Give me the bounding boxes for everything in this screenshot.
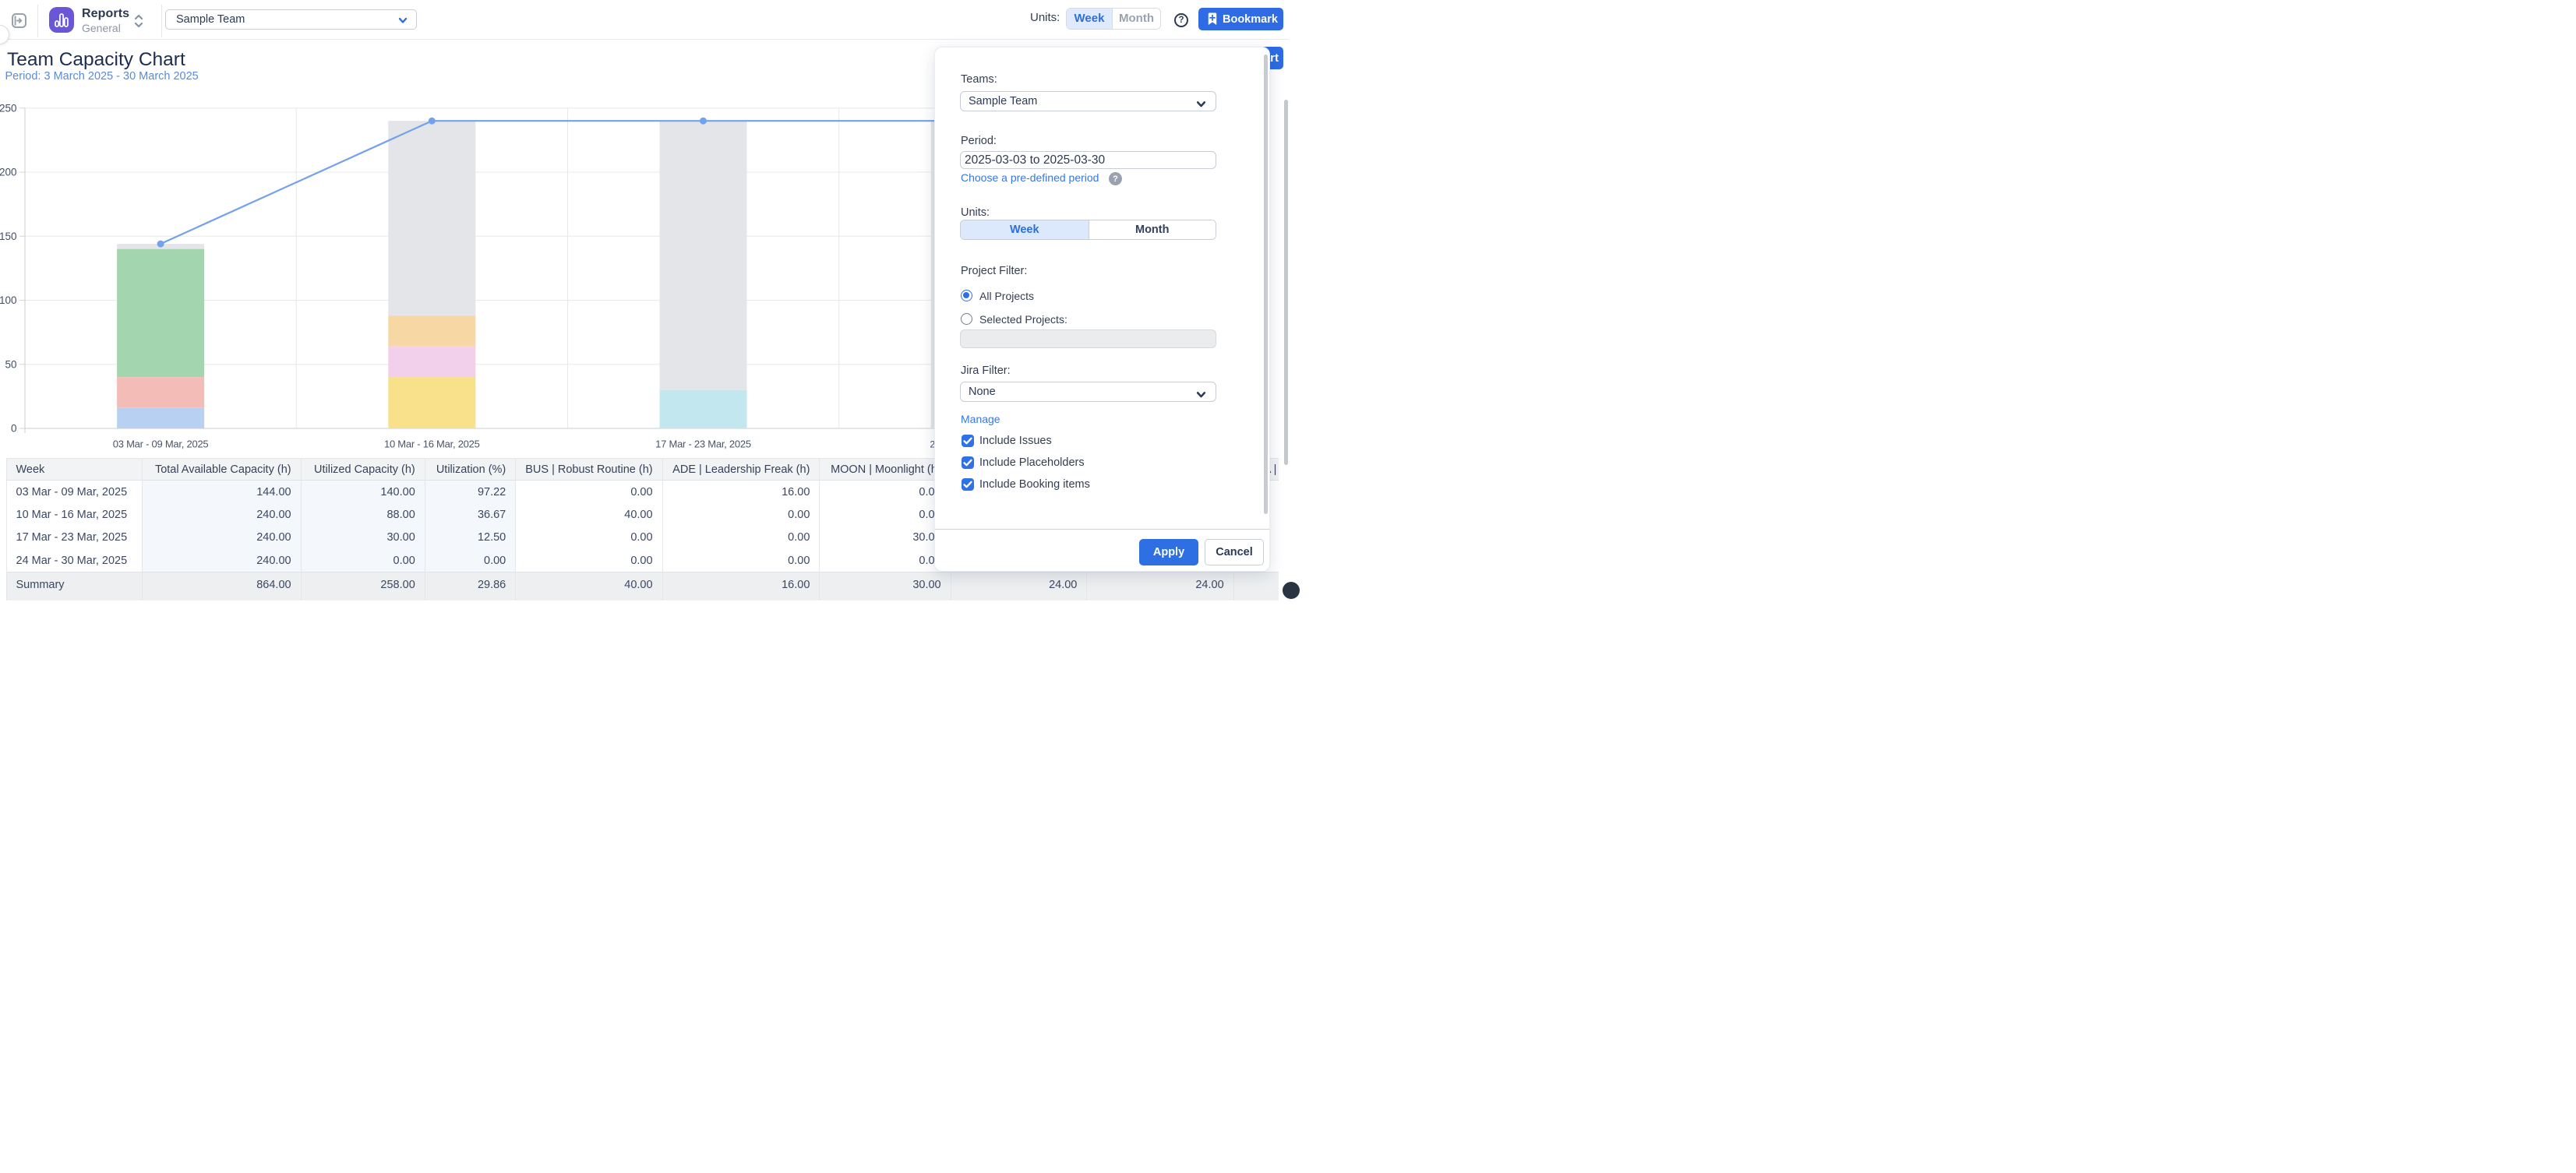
svg-text:17 Mar - 23 Mar, 2025: 17 Mar - 23 Mar, 2025 — [655, 439, 751, 450]
svg-text:250: 250 — [0, 102, 17, 114]
svg-text:03 Mar - 09 Mar, 2025: 03 Mar - 09 Mar, 2025 — [113, 439, 209, 450]
svg-text:10 Mar - 16 Mar, 2025: 10 Mar - 16 Mar, 2025 — [384, 439, 480, 450]
svg-text:0: 0 — [11, 423, 17, 435]
svg-text:100: 100 — [0, 294, 17, 306]
svg-text:50: 50 — [5, 358, 16, 370]
svg-text:200: 200 — [0, 167, 17, 178]
svg-text:150: 150 — [0, 231, 17, 242]
